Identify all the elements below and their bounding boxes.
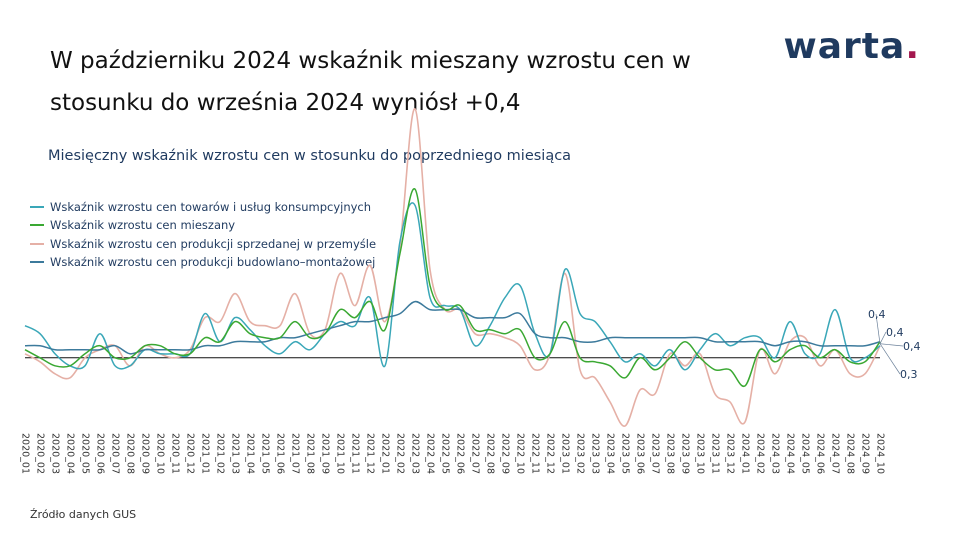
x-tick-label: 2023_06 (635, 433, 646, 474)
end-label-leader (875, 313, 881, 344)
x-tick-label: 2021_03 (230, 433, 241, 474)
x-tick-label: 2020_03 (50, 433, 61, 474)
end-label-construction: 0,4 (903, 340, 921, 353)
title-line-1: W październiku 2024 wskaźnik mieszany wz… (50, 48, 691, 74)
x-tick-label: 2020_07 (110, 433, 121, 474)
x-tick-label: 2020_12 (185, 433, 196, 474)
source-note: Źródło danych GUS (30, 508, 137, 521)
x-tick-label: 2021_10 (335, 433, 346, 474)
x-tick-label: 2024_03 (770, 433, 781, 474)
x-tick-label: 2022_07 (470, 433, 481, 474)
chart-legend: Wskaźnik wzrostu cen towarów i usług kon… (30, 198, 376, 271)
end-label-leader (879, 343, 904, 347)
legend-swatch-construction (30, 261, 44, 264)
x-tick-label: 2024_01 (740, 433, 751, 474)
x-tick-label: 2021_05 (260, 433, 271, 474)
x-tick-label: 2024_05 (800, 433, 811, 474)
x-tick-label: 2023_09 (680, 433, 691, 474)
x-tick-label: 2022_12 (545, 433, 556, 474)
x-tick-label: 2023_08 (665, 433, 676, 474)
x-tick-label: 2020_01 (20, 433, 31, 474)
x-tick-label: 2020_02 (35, 433, 46, 474)
x-tick-label: 2024_06 (815, 433, 826, 474)
legend-swatch-mixed (30, 224, 44, 227)
legend-item-consumer: Wskaźnik wzrostu cen towarów i usług kon… (30, 198, 376, 216)
legend-item-construction: Wskaźnik wzrostu cen produkcji budowlano… (30, 253, 376, 271)
series-line-construction (24, 300, 881, 355)
x-tick-label: 2022_08 (485, 433, 496, 474)
x-tick-label: 2023_04 (605, 433, 616, 474)
end-label-leader (879, 343, 901, 375)
series-line-consumer (24, 202, 881, 371)
x-tick-label: 2020_08 (125, 433, 136, 474)
x-tick-label: 2022_10 (515, 433, 526, 474)
chart-subtitle: Miesięczny wskaźnik wzrostu cen w stosun… (48, 148, 572, 164)
end-label-mixed: 0,4 (886, 326, 904, 339)
legend-label-construction: Wskaźnik wzrostu cen produkcji budowlano… (50, 255, 376, 270)
legend-label-consumer: Wskaźnik wzrostu cen towarów i usług kon… (50, 200, 372, 215)
x-tick-label: 2024_07 (830, 433, 841, 474)
end-label-industry: 0,3 (900, 368, 918, 381)
x-tick-label: 2024_04 (785, 433, 796, 474)
x-tick-label: 2022_11 (530, 433, 541, 474)
legend-swatch-industry (30, 242, 44, 245)
x-tick-label: 2022_06 (455, 433, 466, 474)
x-tick-label: 2023_03 (590, 433, 601, 474)
x-tick-label: 2021_08 (305, 433, 316, 474)
x-tick-label: 2023_10 (695, 433, 706, 474)
legend-label-industry: Wskaźnik wzrostu cen produkcji sprzedane… (50, 236, 377, 251)
x-tick-label: 2021_01 (200, 433, 211, 474)
x-tick-label: 2023_01 (560, 433, 571, 474)
logo-dot: . (905, 26, 920, 67)
x-tick-label: 2022_09 (500, 433, 511, 474)
x-tick-label: 2020_04 (65, 433, 76, 474)
legend-label-mixed: Wskaźnik wzrostu cen mieszany (50, 218, 236, 233)
x-tick-label: 2021_11 (350, 433, 361, 474)
x-tick-label: 2022_05 (440, 433, 451, 474)
x-tick-label: 2021_02 (215, 433, 226, 474)
legend-swatch-consumer (30, 206, 44, 209)
x-tick-label: 2024_10 (875, 433, 886, 474)
page-title: W październiku 2024 wskaźnik mieszany wz… (50, 40, 750, 124)
series-line-mixed (24, 188, 881, 388)
legend-item-mixed: Wskaźnik wzrostu cen mieszany (30, 216, 376, 234)
legend-item-industry: Wskaźnik wzrostu cen produkcji sprzedane… (30, 235, 376, 253)
warta-logo: warta. (784, 26, 921, 67)
x-tick-label: 2021_12 (365, 433, 376, 474)
series-line-industry (24, 108, 881, 427)
x-tick-label: 2022_02 (395, 433, 406, 474)
x-tick-label: 2020_10 (155, 433, 166, 474)
x-tick-label: 2022_04 (425, 433, 436, 474)
x-tick-label: 2020_05 (80, 433, 91, 474)
x-tick-label: 2020_09 (140, 433, 151, 474)
x-tick-label: 2021_07 (290, 433, 301, 474)
x-tick-label: 2024_09 (860, 433, 871, 474)
x-tick-label: 2022_03 (410, 433, 421, 474)
title-line-2: stosunku do września 2024 wyniósł +0,4 (50, 90, 521, 116)
x-tick-label: 2021_09 (320, 433, 331, 474)
x-tick-label: 2021_06 (275, 433, 286, 474)
x-tick-label: 2024_08 (845, 433, 856, 474)
x-tick-label: 2023_05 (620, 433, 631, 474)
end-label-consumer: 0,4 (868, 308, 886, 321)
x-tick-label: 2023_11 (710, 433, 721, 474)
x-tick-label: 2024_02 (755, 433, 766, 474)
end-label-leader (879, 331, 887, 344)
x-tick-label: 2023_02 (575, 433, 586, 474)
x-tick-label: 2020_11 (170, 433, 181, 474)
x-tick-label: 2023_12 (725, 433, 736, 474)
x-tick-label: 2022_01 (380, 433, 391, 474)
logo-text: warta (783, 26, 906, 67)
x-tick-label: 2021_04 (245, 433, 256, 474)
x-tick-label: 2020_06 (95, 433, 106, 474)
x-tick-label: 2023_07 (650, 433, 661, 474)
